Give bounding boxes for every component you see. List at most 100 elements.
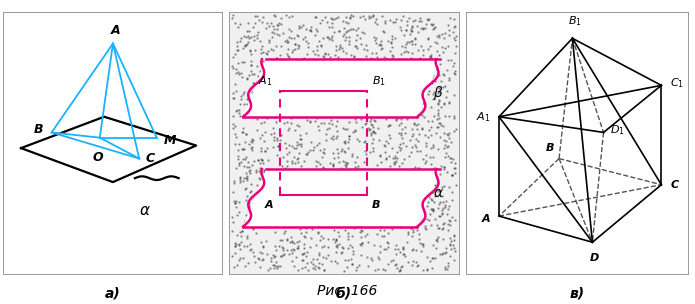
Point bbox=[275, 103, 286, 108]
Point bbox=[339, 163, 350, 168]
Point bbox=[448, 156, 459, 161]
Point bbox=[245, 69, 256, 74]
Point bbox=[328, 162, 339, 167]
Point bbox=[281, 247, 293, 252]
Point bbox=[238, 112, 250, 117]
Point bbox=[291, 191, 302, 195]
Point bbox=[325, 109, 336, 114]
Point bbox=[395, 27, 407, 32]
Point bbox=[255, 47, 266, 52]
Point bbox=[239, 43, 250, 48]
Point bbox=[281, 190, 293, 195]
Point bbox=[409, 72, 420, 77]
Point bbox=[386, 146, 398, 151]
Point bbox=[436, 31, 448, 36]
Point bbox=[320, 111, 332, 116]
Point bbox=[414, 88, 425, 93]
Point bbox=[268, 26, 279, 31]
Point bbox=[359, 47, 370, 52]
Point bbox=[320, 188, 331, 193]
Point bbox=[265, 86, 277, 91]
Point bbox=[317, 221, 328, 226]
Point bbox=[441, 249, 452, 254]
Point bbox=[382, 74, 393, 79]
Point bbox=[348, 186, 359, 191]
Point bbox=[427, 256, 438, 261]
Point bbox=[308, 184, 319, 188]
Point bbox=[303, 98, 314, 103]
Point bbox=[434, 121, 445, 126]
Point bbox=[287, 203, 298, 208]
Point bbox=[345, 16, 356, 20]
Point bbox=[393, 201, 404, 206]
Point bbox=[243, 203, 254, 208]
Point bbox=[375, 221, 386, 226]
Point bbox=[379, 97, 390, 102]
Point bbox=[240, 43, 252, 47]
Point bbox=[248, 226, 259, 231]
Point bbox=[447, 242, 458, 247]
Point bbox=[359, 31, 370, 36]
Point bbox=[230, 205, 241, 210]
Point bbox=[314, 217, 325, 222]
Point bbox=[247, 72, 258, 77]
Point bbox=[405, 138, 416, 143]
Point bbox=[268, 134, 279, 139]
Point bbox=[398, 113, 409, 118]
Point bbox=[391, 98, 402, 102]
Point bbox=[434, 62, 445, 67]
Point bbox=[295, 76, 306, 81]
Point bbox=[255, 223, 266, 228]
Point bbox=[421, 180, 432, 185]
Point bbox=[357, 112, 368, 117]
Point bbox=[348, 54, 359, 58]
Point bbox=[254, 249, 265, 254]
Point bbox=[443, 76, 454, 81]
Point bbox=[332, 203, 343, 208]
Point bbox=[263, 158, 274, 163]
Point bbox=[291, 254, 302, 259]
Point bbox=[410, 165, 421, 170]
Point bbox=[356, 229, 367, 233]
Point bbox=[445, 223, 456, 228]
Point bbox=[350, 82, 361, 87]
Point bbox=[343, 146, 354, 151]
Point bbox=[347, 218, 358, 223]
Point bbox=[360, 16, 371, 21]
Point bbox=[329, 111, 341, 116]
Point bbox=[393, 123, 404, 127]
Point bbox=[265, 173, 276, 178]
Point bbox=[239, 90, 250, 95]
Point bbox=[258, 138, 269, 143]
Point bbox=[426, 197, 437, 202]
Point bbox=[431, 130, 442, 135]
Point bbox=[361, 121, 372, 126]
Point bbox=[235, 70, 246, 75]
Point bbox=[418, 48, 429, 53]
Point bbox=[390, 17, 401, 22]
Point bbox=[445, 159, 457, 164]
Point bbox=[275, 132, 286, 137]
Point bbox=[395, 117, 407, 122]
Point bbox=[400, 71, 411, 75]
Point bbox=[322, 172, 334, 177]
Point bbox=[283, 143, 294, 147]
Point bbox=[334, 29, 345, 33]
Point bbox=[318, 166, 329, 171]
Point bbox=[254, 221, 265, 226]
Point bbox=[384, 167, 395, 172]
Point bbox=[258, 99, 269, 104]
Point bbox=[298, 191, 309, 196]
Point bbox=[363, 127, 375, 132]
Point bbox=[411, 201, 422, 206]
Point bbox=[435, 164, 446, 168]
Point bbox=[422, 268, 433, 273]
Point bbox=[371, 55, 382, 60]
Point bbox=[270, 91, 281, 95]
Point bbox=[397, 181, 408, 186]
Point bbox=[282, 53, 293, 58]
Point bbox=[438, 36, 449, 41]
Point bbox=[354, 87, 366, 92]
Point bbox=[366, 130, 377, 135]
Point bbox=[432, 188, 443, 193]
